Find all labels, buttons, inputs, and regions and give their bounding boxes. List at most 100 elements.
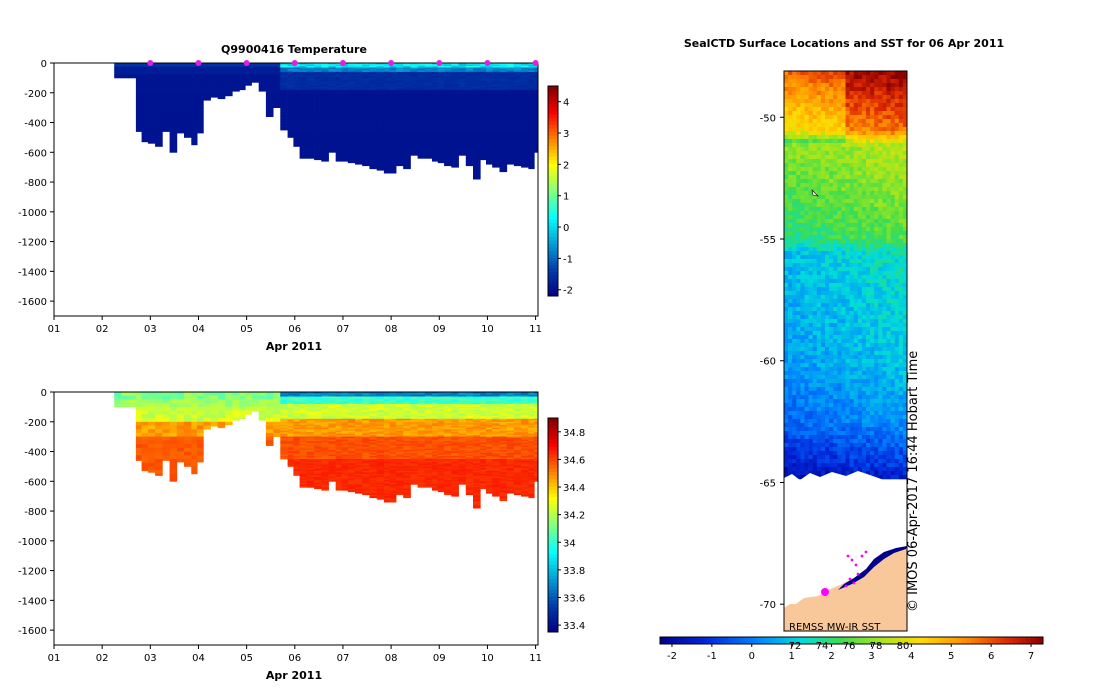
- data-cell: [299, 398, 308, 400]
- data-cell: [383, 448, 391, 451]
- data-cell: [473, 109, 481, 111]
- data-cell: [347, 119, 356, 122]
- data-cell: [383, 469, 391, 472]
- data-cell: [217, 392, 226, 397]
- data-cell: [417, 417, 426, 420]
- data-cell: [437, 415, 445, 418]
- data-cell: [389, 461, 397, 464]
- data-cell: [369, 101, 377, 104]
- data-cell: [403, 134, 411, 137]
- data-cell: [135, 63, 143, 68]
- profile-column: [369, 63, 377, 170]
- data-cell: [417, 137, 426, 140]
- data-cell: [355, 469, 363, 472]
- data-cell: [299, 469, 308, 472]
- data-cell: [314, 479, 322, 482]
- data-cell: [403, 150, 411, 153]
- data-cell: [465, 132, 474, 135]
- data-cell: [306, 457, 315, 460]
- data-cell: [347, 71, 356, 74]
- data-cell: [521, 155, 529, 158]
- data-cell: [473, 130, 481, 132]
- data-cell: [403, 423, 411, 426]
- data-cell: [328, 69, 337, 71]
- data-cell: [410, 115, 418, 117]
- data-cell: [293, 144, 301, 147]
- data-cell: [299, 472, 308, 475]
- data-cell: [424, 144, 433, 147]
- data-cell: [410, 80, 418, 83]
- data-cell: [217, 418, 226, 423]
- data-cell: [444, 146, 452, 149]
- data-cell: [492, 77, 500, 80]
- data-cell: [184, 444, 192, 449]
- data-cell: [480, 89, 487, 92]
- data-cell: [191, 459, 198, 464]
- profile-column: [444, 392, 452, 496]
- data-cell: [355, 79, 363, 82]
- data-cell: [437, 76, 445, 79]
- data-cell: [444, 112, 452, 114]
- data-cell: [141, 418, 149, 423]
- profile-column: [362, 392, 370, 496]
- data-cell: [424, 445, 433, 448]
- data-cell: [162, 395, 170, 400]
- data-cell: [135, 96, 143, 101]
- data-cell: [383, 500, 391, 503]
- data-cell: [369, 438, 377, 440]
- data-cell: [265, 96, 274, 101]
- data-cell: [347, 447, 356, 449]
- data-cell: [293, 77, 301, 80]
- data-cell: [258, 81, 267, 86]
- data-cell: [376, 121, 385, 123]
- data-cell: [347, 67, 356, 70]
- data-cell: [245, 77, 252, 82]
- data-cell: [328, 141, 337, 144]
- data-cell: [437, 460, 445, 463]
- data-cell: [432, 460, 439, 463]
- data-cell: [395, 472, 404, 475]
- data-cell: [473, 128, 481, 131]
- data-cell: [191, 447, 198, 452]
- data-cell: [424, 97, 433, 100]
- data-cell: [335, 476, 342, 479]
- data-cell: [321, 110, 329, 113]
- data-cell: [492, 101, 500, 104]
- data-cell: [486, 82, 493, 85]
- data-cell: [437, 408, 445, 411]
- data-cell: [362, 74, 370, 77]
- data-cell: [362, 423, 370, 426]
- data-cell: [432, 132, 439, 135]
- profile-column: [217, 392, 226, 429]
- data-cell: [341, 460, 349, 463]
- data-cell: [521, 150, 529, 153]
- data-cell: [314, 406, 322, 409]
- data-cell: [335, 487, 342, 490]
- data-cell: [410, 447, 418, 449]
- data-cell: [506, 98, 515, 101]
- data-cell: [424, 63, 433, 65]
- data-cell: [191, 107, 198, 112]
- data-cell: [280, 442, 288, 445]
- data-cell: [369, 71, 377, 74]
- data-cell: [432, 112, 439, 114]
- data-cell: [347, 436, 356, 439]
- data-cell: [383, 398, 391, 400]
- data-cell: [521, 115, 529, 117]
- data-cell: [395, 423, 404, 426]
- data-cell: [232, 66, 240, 71]
- profile-column: [251, 392, 260, 412]
- data-cell: [335, 130, 342, 132]
- data-cell: [191, 455, 198, 460]
- data-cell: [506, 109, 515, 111]
- data-cell: [341, 457, 349, 460]
- data-cell: [355, 76, 363, 79]
- data-cell: [521, 122, 529, 125]
- data-cell: [299, 140, 308, 143]
- data-cell: [506, 110, 515, 113]
- data-cell: [480, 104, 487, 107]
- data-cell: [299, 137, 308, 140]
- data-cell: [321, 420, 329, 423]
- data-cell: [280, 456, 288, 458]
- data-cell: [299, 395, 308, 397]
